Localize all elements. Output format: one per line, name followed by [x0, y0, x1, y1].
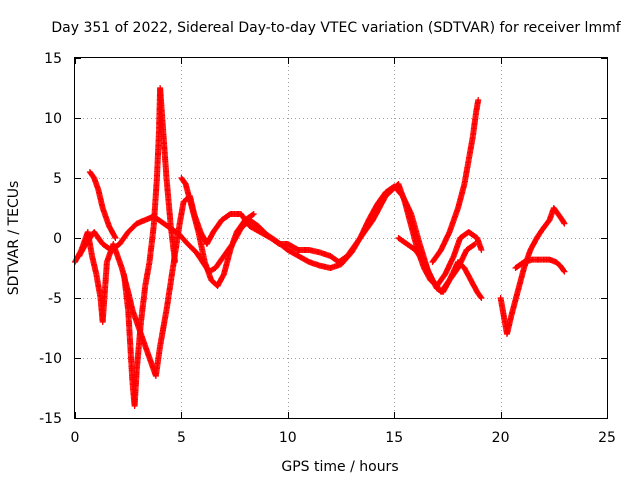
x-tick-labels: 0 5 10 15 20 25 [71, 430, 616, 446]
chart-title: Day 351 of 2022, Sidereal Day-to-day VTE… [51, 20, 621, 36]
y-tick-labels: -15 -10 -5 0 5 10 15 [39, 51, 62, 427]
data-point [471, 241, 478, 248]
y-tick-label: 0 [53, 231, 62, 247]
x-tick-label: 15 [385, 430, 403, 446]
y-axis-label: SDTVAR / TECUs [6, 181, 22, 296]
data-point [561, 268, 568, 275]
y-tick-label: -5 [48, 291, 62, 307]
y-tick-label: 10 [44, 111, 62, 127]
data-point [478, 295, 485, 301]
series-track-h [497, 205, 568, 337]
y-tick-label: 15 [44, 51, 62, 67]
axis-ticks [75, 58, 608, 419]
data-point [475, 97, 482, 103]
data-point [478, 247, 485, 253]
data-point [250, 211, 257, 217]
series-track-b [76, 183, 479, 295]
x-tick-label: 10 [279, 430, 297, 446]
data-points [72, 85, 568, 409]
data-point [172, 259, 179, 265]
x-tick-label: 25 [598, 430, 616, 446]
y-tick-label: 5 [53, 171, 62, 187]
data-point [249, 211, 256, 218]
data-point [477, 294, 484, 300]
series-track-a [72, 181, 485, 379]
y-tick-label: -10 [39, 351, 62, 367]
x-tick-label: 0 [71, 430, 80, 446]
series-track-e [178, 175, 257, 289]
data-point [112, 235, 119, 241]
series-track-i [512, 256, 568, 275]
x-tick-label: 5 [177, 430, 186, 446]
series-track-d [120, 85, 179, 409]
series-track-c [86, 169, 119, 241]
y-tick-label: -15 [39, 411, 62, 427]
data-point [472, 241, 479, 247]
x-tick-label: 20 [492, 430, 510, 446]
series-track-g [429, 97, 482, 265]
series-track-f [395, 235, 485, 301]
data-point [561, 220, 568, 227]
data-point [560, 267, 567, 274]
plot-frame [74, 57, 608, 419]
x-axis-label: GPS time / hours [281, 459, 398, 475]
